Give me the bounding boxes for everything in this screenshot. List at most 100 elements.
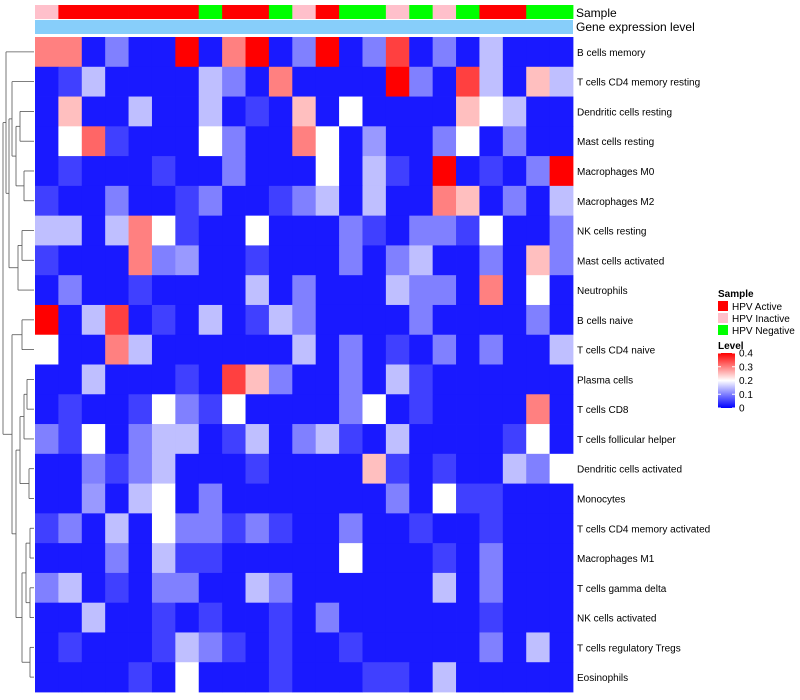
heatmap-cell: [456, 483, 480, 514]
heatmap-cell: [268, 245, 293, 276]
heatmap-cell: [198, 185, 223, 217]
heatmap-cell: [409, 215, 434, 246]
heatmap-cell: [385, 513, 410, 544]
heatmap-cell: [456, 66, 480, 97]
heatmap-cell: [58, 96, 83, 127]
sample-annotation-cell: [526, 5, 551, 19]
heatmap-cell: [198, 453, 223, 484]
heatmap-cell: [502, 275, 527, 306]
heatmap-cell: [198, 96, 223, 127]
heatmap-cell: [58, 483, 83, 514]
heatmap-cell: [175, 275, 200, 306]
heatmap-cell: [151, 66, 176, 97]
heatmap-cell: [456, 424, 480, 455]
heatmap-cell: [35, 513, 59, 544]
heatmap-cell: [549, 453, 574, 484]
heatmap-cell: [222, 156, 246, 187]
heatmap-cell: [315, 632, 340, 663]
heatmap-cell: [315, 215, 340, 246]
annotation-track-labels: Sample Gene expression level: [576, 6, 695, 34]
heatmap-cell: [175, 126, 200, 157]
heatmap-cell: [222, 304, 246, 336]
heatmap-cell: [128, 513, 153, 544]
heatmap-cell: [362, 632, 387, 663]
heatmap-cell: [151, 185, 176, 217]
heatmap-cell: [479, 304, 504, 336]
heatmap-cell: [151, 156, 176, 187]
heatmap-cell: [479, 662, 504, 693]
heatmap-cell: [175, 453, 200, 484]
heatmap-cell: [502, 424, 527, 455]
heatmap-cell: [35, 662, 59, 693]
heatmap-cell: [105, 156, 129, 187]
heatmap-cell: [128, 364, 153, 395]
heatmap-cell: [175, 513, 200, 544]
heatmap-cell: [268, 662, 293, 693]
legend-level-tick-label: 0.3: [739, 362, 753, 373]
heatmap-cell: [128, 572, 153, 604]
heatmap-cell: [502, 156, 527, 187]
heatmap-cell: [409, 394, 434, 425]
heatmap-cell: [502, 215, 527, 246]
heatmap-cell: [362, 304, 387, 336]
heatmap-cell: [151, 304, 176, 336]
heatmap-cell: [222, 275, 246, 306]
heatmap-cell: [432, 453, 457, 484]
heatmap-cell: [222, 215, 246, 246]
heatmap-cell: [432, 334, 457, 365]
heatmap-cell: [315, 126, 340, 157]
heatmap-cell: [175, 215, 200, 246]
heatmap-cell: [526, 215, 551, 246]
heatmap-cell: [385, 602, 410, 633]
legend-sample-swatch: [718, 313, 728, 323]
heatmap-cell: [128, 66, 153, 97]
heatmap-cell: [432, 394, 457, 425]
heatmap-cell: [245, 513, 270, 544]
heatmap-cell: [128, 602, 153, 633]
heatmap-cell: [105, 185, 129, 217]
heatmap-cell: [222, 483, 246, 514]
heatmap-cell: [456, 364, 480, 395]
row-label: NK cells resting: [577, 227, 646, 238]
heatmap-cell: [151, 543, 176, 574]
heatmap-cell: [409, 304, 434, 336]
heatmap-cell: [292, 126, 317, 157]
heatmap-cell: [222, 662, 246, 693]
heatmap-cell: [456, 275, 480, 306]
heatmap-cell: [81, 364, 106, 395]
heatmap-cell: [502, 483, 527, 514]
heatmap-cell: [151, 483, 176, 514]
heatmap-cell: [105, 662, 129, 693]
heatmap-cell: [245, 394, 270, 425]
heatmap-cell: [479, 96, 504, 127]
heatmap-cell: [456, 126, 480, 157]
heatmap-cell: [268, 334, 293, 365]
row-label: Dendritic cells resting: [577, 107, 672, 118]
heatmap-cell: [432, 632, 457, 663]
heatmap-cell: [292, 185, 317, 217]
heatmap-cell: [432, 96, 457, 127]
heatmap-cell: [105, 364, 129, 395]
heatmap-cell: [292, 275, 317, 306]
heatmap-cell: [151, 662, 176, 693]
heatmap-cell: [385, 156, 410, 187]
legend-sample-swatch: [718, 325, 728, 335]
heatmap-cell: [362, 453, 387, 484]
heatmap-cell: [502, 453, 527, 484]
heatmap-cell: [35, 572, 59, 604]
heatmap-cell: [292, 543, 317, 574]
heatmap-cell: [502, 185, 527, 217]
sample-annotation-cell: [432, 5, 457, 19]
heatmap-cell: [35, 543, 59, 574]
row-label: Plasma cells: [577, 375, 633, 386]
sample-annotation-cell: [268, 5, 293, 19]
heatmap-cell: [81, 572, 106, 604]
heatmap-cell: [432, 513, 457, 544]
heatmap-cell: [432, 275, 457, 306]
row-label: Dendritic cells activated: [577, 465, 682, 476]
heatmap-cell: [456, 513, 480, 544]
heatmap-cell: [549, 543, 574, 574]
heatmap-cell: [526, 66, 551, 97]
heatmap-cell: [245, 543, 270, 574]
